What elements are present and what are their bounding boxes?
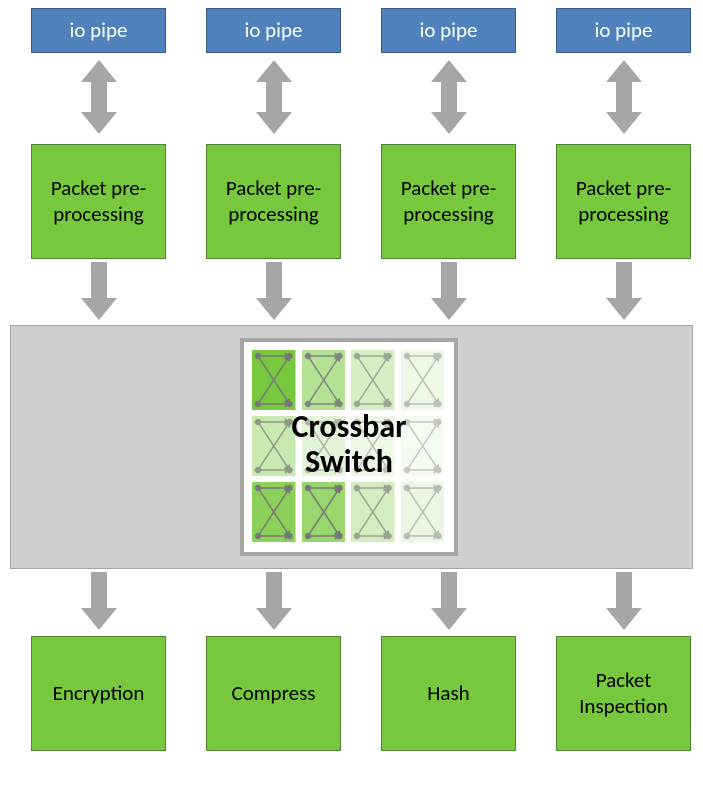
pre-processing-label-line2: processing (53, 201, 144, 227)
pre-processing-box: Packet pre-processing (381, 144, 516, 259)
bidirectional-arrow (429, 58, 469, 136)
pre-processing-label-line1: Packet pre- (226, 175, 321, 201)
function-box: Encryption (31, 636, 166, 751)
io-pipe-label: io pipe (420, 18, 478, 43)
function-box: Compress (206, 636, 341, 751)
crossbar-tile (351, 482, 395, 542)
down-arrow (254, 572, 294, 632)
down-arrow (429, 572, 469, 632)
crossbar-tile (252, 482, 296, 542)
bidirectional-arrow (254, 58, 294, 136)
crossbar-tile (252, 350, 296, 410)
crossbar-tile (401, 350, 445, 410)
function-label: Compress (232, 680, 316, 706)
pre-processing-label-line1: Packet pre- (401, 175, 496, 201)
pre-processing-label-line2: processing (403, 201, 494, 227)
bidirectional-arrow (604, 58, 644, 136)
pre-processing-box: Packet pre-processing (31, 144, 166, 259)
down-arrow (429, 262, 469, 322)
function-label: Hash (427, 680, 469, 706)
pre-processing-label-line1: Packet pre- (576, 175, 671, 201)
pre-processing-label-line2: processing (578, 201, 669, 227)
down-arrow (604, 572, 644, 632)
pre-processing-box: Packet pre-processing (556, 144, 691, 259)
function-label-line2: Inspection (579, 693, 668, 719)
crossbar-tile (302, 350, 346, 410)
crossbar-label-line2: Switch (305, 442, 393, 481)
io-pipe-box: io pipe (381, 8, 516, 53)
io-pipe-box: io pipe (31, 8, 166, 53)
function-box: Hash (381, 636, 516, 751)
crossbar-tile (401, 482, 445, 542)
function-label: Encryption (53, 680, 145, 706)
io-pipe-label: io pipe (595, 18, 653, 43)
bidirectional-arrow (79, 58, 119, 136)
function-box: PacketInspection (556, 636, 691, 751)
io-pipe-box: io pipe (206, 8, 341, 53)
io-pipe-box: io pipe (556, 8, 691, 53)
pre-processing-box: Packet pre-processing (206, 144, 341, 259)
io-pipe-label: io pipe (245, 18, 303, 43)
crossbar-tile (351, 350, 395, 410)
crossbar-tile (302, 482, 346, 542)
io-pipe-label: io pipe (70, 18, 128, 43)
down-arrow (79, 572, 119, 632)
down-arrow (254, 262, 294, 322)
crossbar-label-line1: Crossbar (292, 407, 407, 446)
down-arrow (604, 262, 644, 322)
down-arrow (79, 262, 119, 322)
function-label-line1: Packet (596, 667, 652, 693)
pre-processing-label-line2: processing (228, 201, 319, 227)
crossbar-switch-label: CrossbarSwitch (240, 409, 458, 479)
pre-processing-label-line1: Packet pre- (51, 175, 146, 201)
